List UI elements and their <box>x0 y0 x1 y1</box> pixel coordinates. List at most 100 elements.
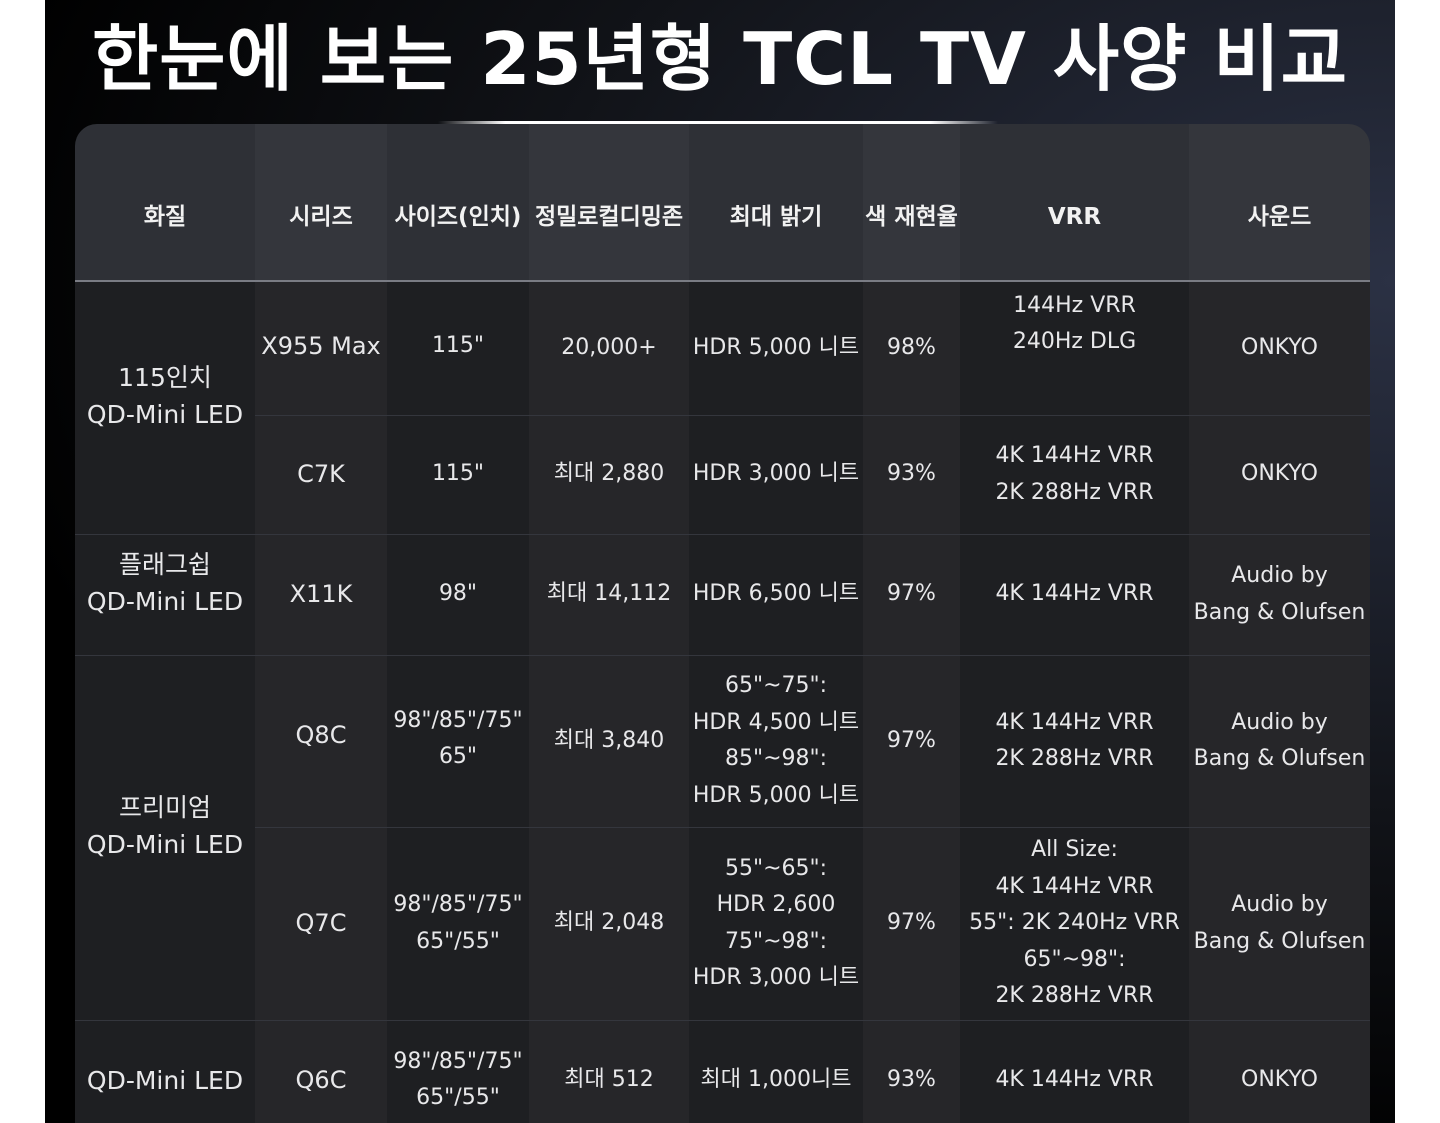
color-gamut-value: 97% <box>887 581 936 607</box>
cell-line: HDR 4,500 니트 <box>692 709 860 735</box>
size-cell: 98" <box>387 534 529 656</box>
vrr-value: All Size: 4K 144Hz VRR 55": 2K 240Hz VRR 65… <box>960 832 1189 1015</box>
cell-line: 4K 144Hz VRR <box>995 443 1154 468</box>
cell-line: 65"/55" <box>416 1085 500 1110</box>
sound-value: ONKYO <box>1189 1062 1370 1099</box>
category-label: 프리미엄 QD-Mini LED <box>75 789 255 863</box>
size-value: 115" <box>387 456 529 493</box>
dimming-value: 최대 3,840 <box>553 727 665 753</box>
dimming-value: 최대 512 <box>564 1066 654 1092</box>
header-cell-size: 사이즈(인치) <box>387 124 529 281</box>
cell-line: HDR 6,500 니트 <box>692 581 860 607</box>
brightness-value: 최대 1,000니트 <box>689 1062 863 1099</box>
brightness-cell: 65"~75": HDR 4,500 니트 85"~98": HDR 5,000 니트 <box>689 655 863 828</box>
series-cell: X11K <box>255 534 387 656</box>
table-header: 화질 시리즈 사이즈(인치) 정밀로컬디밍존 최대 밝기 색 재현율 VRR 사… <box>75 124 1370 281</box>
dimming-cell: 최대 14,112 <box>529 534 689 656</box>
cell-line: 98"/85"/75" <box>393 1048 523 1074</box>
header-cell-vrr: VRR <box>960 124 1189 281</box>
table-row: 플래그쉽 QD-Mini LED X11K 98" 최대 14,112 HDR 6,500… <box>75 534 1370 656</box>
cell-line: 115" <box>431 333 485 358</box>
cell-line: 2K 288Hz VRR <box>995 479 1154 505</box>
table-body: 115인치 QD-Mini LED X955 Max 115" 20,000+ HDR 5… <box>75 281 1370 1123</box>
size-value: 98"/85"/75" 65"/55" <box>387 887 529 960</box>
category-label: 플래그쉽 QD-Mini LED <box>75 546 255 620</box>
cell-line: QD-Mini LED <box>86 586 244 616</box>
size-value: 98" <box>387 576 529 613</box>
category-cell: 플래그쉽 QD-Mini LED <box>75 534 255 656</box>
cell-line: QD-Mini LED <box>86 399 244 429</box>
cell-line: Audio by <box>1231 563 1328 588</box>
spec-table-container: 화질 시리즈 사이즈(인치) 정밀로컬디밍존 최대 밝기 색 재현율 VRR 사… <box>75 124 1370 1123</box>
sound-value: Audio by Bang & Olufsen <box>1189 887 1370 960</box>
vrr-value: 144Hz VRR 240Hz DLG <box>960 288 1189 361</box>
cell-line: 98" <box>438 581 478 607</box>
color-gamut-cell: 97% <box>863 827 960 1021</box>
header-cell-color: 색 재현율 <box>863 124 960 281</box>
cell-line: 65"/55" <box>416 928 500 954</box>
sound-cell: ONKYO <box>1189 1020 1370 1123</box>
category-label: QD-Mini LED <box>75 1062 255 1099</box>
brightness-value: 55"~65": HDR 2,600 75"~98": HDR 3,000 니트 <box>689 851 863 997</box>
vrr-cell: 144Hz VRR 240Hz DLG <box>960 281 1189 416</box>
category-cell: 115인치 QD-Mini LED <box>75 281 255 535</box>
page-title: 한눈에 보는 25년형 TCL TV 사양 비교 <box>92 17 1348 101</box>
cell-line: 98"/85"/75" <box>393 707 523 733</box>
size-cell: 115" <box>387 281 529 416</box>
cell-line: HDR 3,000 니트 <box>692 461 860 487</box>
cell-line: 65"~75": <box>724 673 828 698</box>
cell-line: 4K 144Hz VRR <box>995 873 1154 899</box>
cell-line: HDR 2,600 <box>716 892 836 917</box>
sound-value: ONKYO <box>1189 456 1370 493</box>
cell-line: Audio by <box>1231 709 1328 735</box>
series-value: Q8C <box>295 720 347 749</box>
dimming-value: 최대 14,112 <box>546 581 672 607</box>
vrr-cell: 4K 144Hz VRR <box>960 534 1189 656</box>
color-gamut-cell: 97% <box>863 534 960 656</box>
cell-line: 4K 144Hz VRR <box>995 709 1154 735</box>
color-gamut-value: 93% <box>887 461 936 487</box>
dimming-value: 20,000+ <box>561 335 657 360</box>
cell-line: Bang & Olufsen <box>1193 599 1366 625</box>
cell-line: 플래그쉽 <box>118 549 211 579</box>
brightness-value: 65"~75": HDR 4,500 니트 85"~98": HDR 5,000 니트 <box>689 668 863 814</box>
color-gamut-cell: 98% <box>863 281 960 416</box>
cell-line: 55"~65": <box>724 855 828 881</box>
sound-value: Audio by Bang & Olufsen <box>1189 705 1370 778</box>
cell-line: 2K 288Hz VRR <box>995 983 1154 1009</box>
series-value: X11K <box>289 580 353 609</box>
cell-line: 2K 288Hz VRR <box>995 746 1154 771</box>
vrr-cell: 4K 144Hz VRR 2K 288Hz VRR <box>960 655 1189 828</box>
series-cell: Q6C <box>255 1020 387 1123</box>
header-cell-dimming: 정밀로컬디밍존 <box>529 124 689 281</box>
series-value: X955 Max <box>261 332 381 360</box>
sound-cell: Audio by Bang & Olufsen <box>1189 827 1370 1021</box>
brightness-cell: HDR 5,000 니트 <box>689 281 863 416</box>
cell-line: 4K 144Hz VRR <box>995 1066 1154 1092</box>
vrr-value: 4K 144Hz VRR 2K 288Hz VRR <box>960 705 1189 778</box>
cell-line: ONKYO <box>1241 1066 1318 1092</box>
size-cell: 98"/85"/75" 65"/55" <box>387 827 529 1021</box>
vrr-cell: All Size: 4K 144Hz VRR 55": 2K 240Hz VRR 65… <box>960 827 1189 1021</box>
color-gamut-cell: 93% <box>863 1020 960 1123</box>
cell-line: 프리미엄 <box>118 792 211 822</box>
cell-line: 240Hz DLG <box>1012 329 1137 355</box>
cell-line: 75"~98": <box>724 928 828 954</box>
table-row: 프리미엄 QD-Mini LED Q8C 98"/85"/75" 65" 최대 3,840… <box>75 655 1370 1021</box>
brightness-value: HDR 6,500 니트 <box>689 576 863 613</box>
color-gamut-value: 98% <box>887 335 936 360</box>
vrr-value: 4K 144Hz VRR <box>960 1062 1189 1099</box>
dimming-value: 최대 2,880 <box>553 461 665 487</box>
cell-line: 4K 144Hz VRR <box>995 581 1154 607</box>
table-row: 115인치 QD-Mini LED X955 Max 115" 20,000+ HDR 5… <box>75 281 1370 535</box>
vrr-cell: 4K 144Hz VRR 2K 288Hz VRR <box>960 415 1189 535</box>
color-gamut-value: 97% <box>887 910 936 936</box>
header-cell-sound: 사운드 <box>1189 124 1370 281</box>
brightness-cell: HDR 6,500 니트 <box>689 534 863 656</box>
series-value: Q6C <box>295 1065 347 1094</box>
sound-cell: ONKYO <box>1189 281 1370 416</box>
header-cell-series: 시리즈 <box>255 124 387 281</box>
size-value: 98"/85"/75" 65"/55" <box>387 1044 529 1117</box>
color-gamut-cell: 97% <box>863 655 960 828</box>
sound-cell: Audio by Bang & Olufsen <box>1189 534 1370 656</box>
